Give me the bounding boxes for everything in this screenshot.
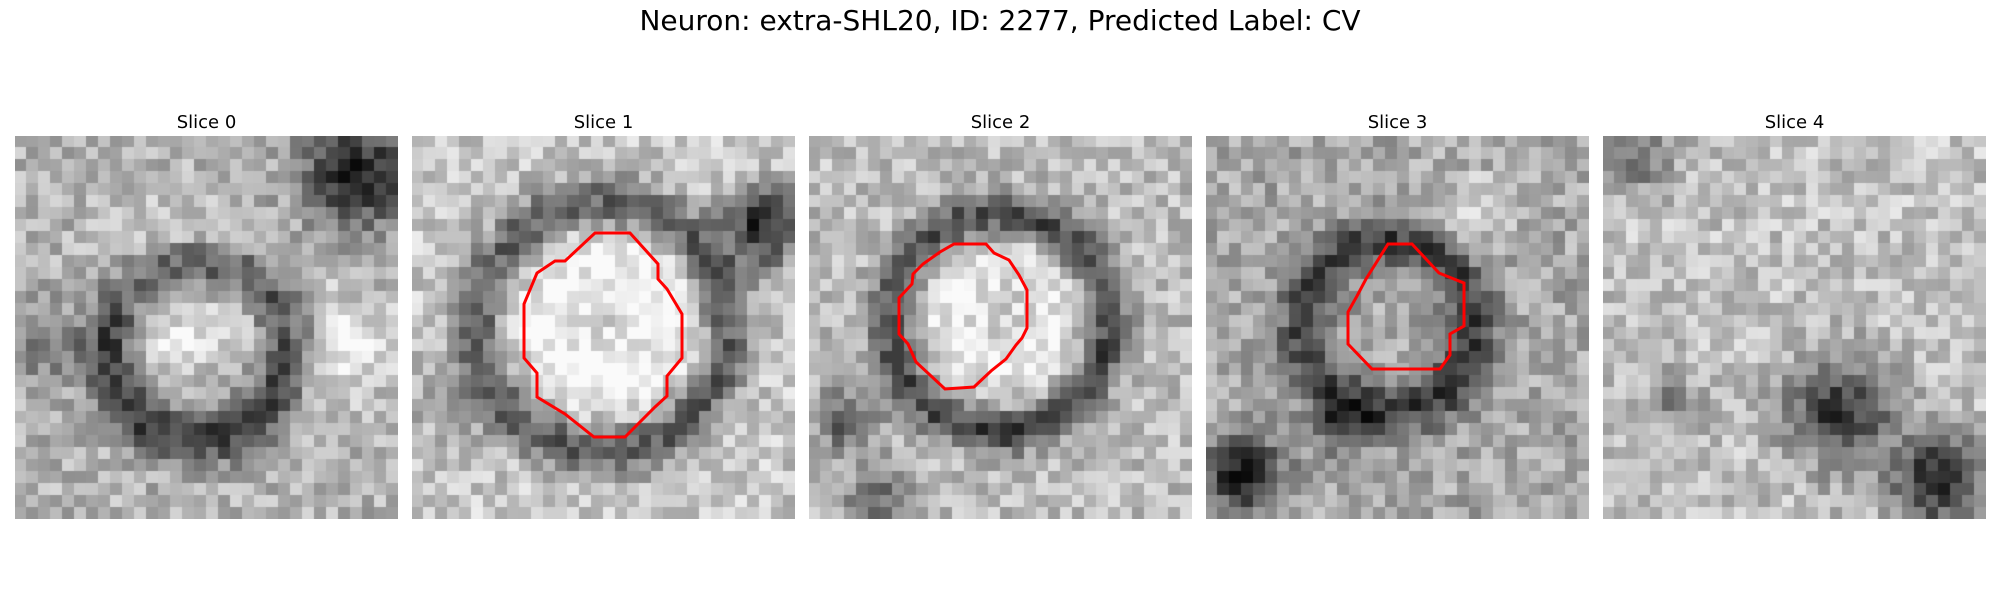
segmentation-contour-2 <box>897 242 1029 391</box>
contour-overlay-1 <box>522 231 684 439</box>
slice-panel-3: Slice 3 <box>1206 110 1589 519</box>
slice-image-1 <box>412 136 795 519</box>
slice-image-3 <box>1206 136 1589 519</box>
slice-panel-1: Slice 1 <box>412 110 795 519</box>
segmentation-contour-3 <box>1346 242 1466 371</box>
slice-title-0: Slice 0 <box>176 112 237 133</box>
slice-title-4: Slice 4 <box>1764 112 1825 133</box>
figure-title: Neuron: extra-SHL20, ID: 2277, Predicted… <box>639 4 1361 37</box>
slice-title-2: Slice 2 <box>970 112 1031 133</box>
slice-panel-0: Slice 0 <box>15 110 398 519</box>
slice-panel-4: Slice 4 <box>1603 110 1986 519</box>
slice-image-0 <box>15 136 398 519</box>
slice-panel-2: Slice 2 <box>809 110 1192 519</box>
slice-image-2 <box>809 136 1192 519</box>
segmentation-contour-1 <box>522 231 684 439</box>
slice-title-3: Slice 3 <box>1367 112 1428 133</box>
slice-image-4 <box>1603 136 1986 519</box>
contour-overlay-3 <box>1346 242 1466 371</box>
contour-overlay-2 <box>897 242 1029 391</box>
slice-title-1: Slice 1 <box>573 112 634 133</box>
